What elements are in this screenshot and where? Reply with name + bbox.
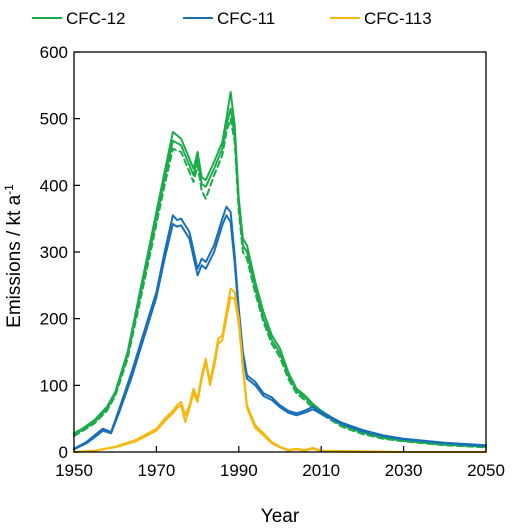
legend-item-cfc-113: CFC-113 xyxy=(330,9,432,28)
x-axis-title: Year xyxy=(261,506,300,527)
y-tick-label: 100 xyxy=(40,376,68,395)
y-axis: 0 100 200 300 400 500 600 xyxy=(40,43,80,462)
x-tick-label: 2030 xyxy=(385,461,423,480)
legend: CFC-12 CFC-11 CFC-113 xyxy=(32,9,432,28)
x-tick-label: 1950 xyxy=(55,461,93,480)
y-axis-title-text: Emissions / kt a xyxy=(4,194,25,327)
x-axis: 1950 1970 1990 2010 2030 2050 xyxy=(55,446,505,480)
y-tick-label: 600 xyxy=(40,43,68,62)
x-tick-label: 2010 xyxy=(302,461,340,480)
series-line-cfc-12-3 xyxy=(73,117,487,449)
x-tick-label: 2050 xyxy=(467,461,505,480)
series-line-cfc-11-2 xyxy=(73,214,487,451)
series-line-cfc-113-2 xyxy=(73,296,487,453)
x-tick-label: 1970 xyxy=(137,461,175,480)
y-tick-label: 300 xyxy=(40,243,68,262)
series-layer xyxy=(73,91,487,453)
y-tick-label: 200 xyxy=(40,310,68,329)
series-line-cfc-12-2 xyxy=(73,107,487,448)
legend-label: CFC-12 xyxy=(66,9,126,28)
series-line-cfc-12-1 xyxy=(73,91,487,448)
y-tick-label: 0 xyxy=(59,443,68,462)
y-tick-label: 500 xyxy=(40,110,68,129)
series-cfc-11 xyxy=(73,205,487,451)
series-line-cfc-11-1 xyxy=(73,205,487,450)
y-axis-title: Emissions / kt a-1 xyxy=(2,184,25,328)
legend-label: CFC-113 xyxy=(364,9,432,28)
series-cfc-113 xyxy=(73,287,487,453)
legend-item-cfc-11: CFC-11 xyxy=(183,9,275,28)
series-cfc-12 xyxy=(73,91,487,449)
y-axis-title-superscript: -1 xyxy=(2,184,16,195)
y-tick-label: 400 xyxy=(40,176,68,195)
legend-label: CFC-11 xyxy=(217,9,275,28)
plot-frame xyxy=(73,51,487,453)
x-tick-label: 1990 xyxy=(220,461,258,480)
legend-item-cfc-12: CFC-12 xyxy=(32,9,126,28)
